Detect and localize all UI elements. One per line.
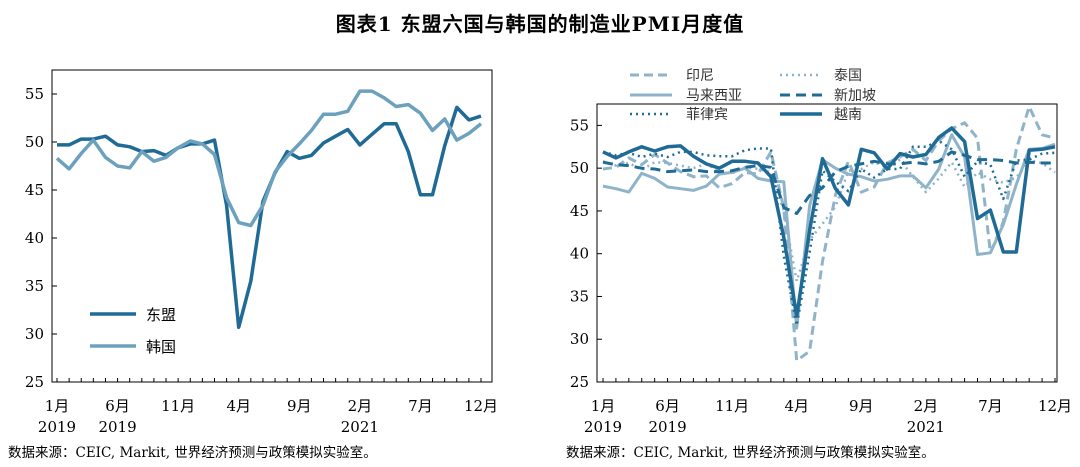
left-x-tick-label: 2月 <box>348 397 373 415</box>
series-line-vietnam <box>602 126 1056 318</box>
left-y-tick-label: 45 <box>25 181 44 199</box>
right-x-year-label: 2021 <box>907 418 945 436</box>
legend-label-korea: 韩国 <box>146 338 176 356</box>
series-line-singapore <box>602 150 1055 215</box>
left-plot-frame <box>51 69 493 383</box>
right-x-tick-label: 11月 <box>715 397 749 415</box>
right-y-tick-label: 25 <box>570 373 589 391</box>
legend-label-philippines: 菲律宾 <box>686 107 728 123</box>
series-line-thailand <box>602 158 1056 283</box>
right-lines <box>602 105 1056 363</box>
right-x-tick-label: 9月 <box>849 397 874 415</box>
left-x-tick-label: 12月 <box>464 397 498 415</box>
right-x-tick-label: 6月 <box>655 397 680 415</box>
left-legend: 东盟 韩国 <box>90 306 176 356</box>
source-note-left: 数据来源：CEIC, Markit, 世界经济预测与政策模拟实验室。 <box>8 445 377 461</box>
right-y-tick-label: 55 <box>570 116 589 134</box>
right-y-tick-label: 40 <box>570 245 589 263</box>
right-plot-frame <box>596 103 1058 383</box>
right-legend: 印尼 泰国 马来西亚 新加坡 菲律宾 越南 <box>630 68 876 123</box>
legend-label-thailand: 泰国 <box>834 68 862 84</box>
left-x-tick-label: 6月 <box>105 397 130 415</box>
right-x-year-label: 2019 <box>648 418 686 436</box>
legend-label-vietnam: 越南 <box>834 107 862 123</box>
right-axes: 25 30 35 40 45 50 55 1月 2019 6月 2019 11月 4月 9月 2月 2021 7… <box>570 116 1072 436</box>
series-line-korea <box>55 89 483 228</box>
left-y-tick-label: 55 <box>25 85 44 103</box>
left-y-tick-label: 40 <box>25 229 44 247</box>
left-x-tick-label: 1月 <box>45 397 70 415</box>
series-line-indonesia <box>602 105 1056 363</box>
legend-label-asean: 东盟 <box>146 306 176 324</box>
right-x-tick-label: 2月 <box>914 397 939 415</box>
left-x-tick-label: 11月 <box>161 397 195 415</box>
source-note-right: 数据来源：CEIC, Markit, 世界经济预测与政策模拟实验室。 <box>566 445 935 461</box>
legend-label-singapore: 新加坡 <box>834 88 876 104</box>
series-line-asean <box>57 105 482 330</box>
left-chart: 25 30 35 40 45 50 55 1月 2019 6月 2019 11月 4月 9月 2月 2021 7… <box>25 69 498 436</box>
right-x-tick-label: 12月 <box>1038 397 1072 415</box>
series-line-malaysia <box>602 133 1056 330</box>
left-x-tick-label: 4月 <box>226 397 251 415</box>
left-y-tick-label: 50 <box>25 133 44 151</box>
left-y-tick-label: 30 <box>25 325 44 343</box>
left-lines <box>55 89 483 330</box>
left-x-tick-label: 7月 <box>408 397 433 415</box>
left-x-year-label: 2019 <box>98 418 136 436</box>
legend-label-indonesia: 印尼 <box>686 68 714 84</box>
legend-label-malaysia: 马来西亚 <box>686 88 742 104</box>
right-y-tick-label: 35 <box>570 287 589 305</box>
right-y-tick-label: 30 <box>570 330 589 348</box>
left-x-year-label: 2019 <box>38 418 76 436</box>
right-chart: 25 30 35 40 45 50 55 1月 2019 6月 2019 11月 4月 9月 2月 2021 7… <box>570 68 1072 436</box>
left-x-tick-label: 9月 <box>287 397 312 415</box>
right-x-tick-label: 1月 <box>591 397 616 415</box>
right-y-tick-label: 45 <box>570 202 589 220</box>
left-axes: 25 30 35 40 45 50 55 1月 2019 6月 2019 11月 4月 9月 2月 2021 7… <box>25 85 498 436</box>
right-x-tick-label: 4月 <box>784 397 809 415</box>
left-x-year-label: 2021 <box>341 418 379 436</box>
left-y-tick-label: 25 <box>25 373 44 391</box>
right-y-tick-label: 50 <box>570 159 589 177</box>
right-x-tick-label: 7月 <box>978 397 1003 415</box>
figure-title: 图表1 东盟六国与韩国的制造业PMI月度值 <box>335 12 745 36</box>
right-x-year-label: 2019 <box>584 418 622 436</box>
left-y-tick-label: 35 <box>25 277 44 295</box>
